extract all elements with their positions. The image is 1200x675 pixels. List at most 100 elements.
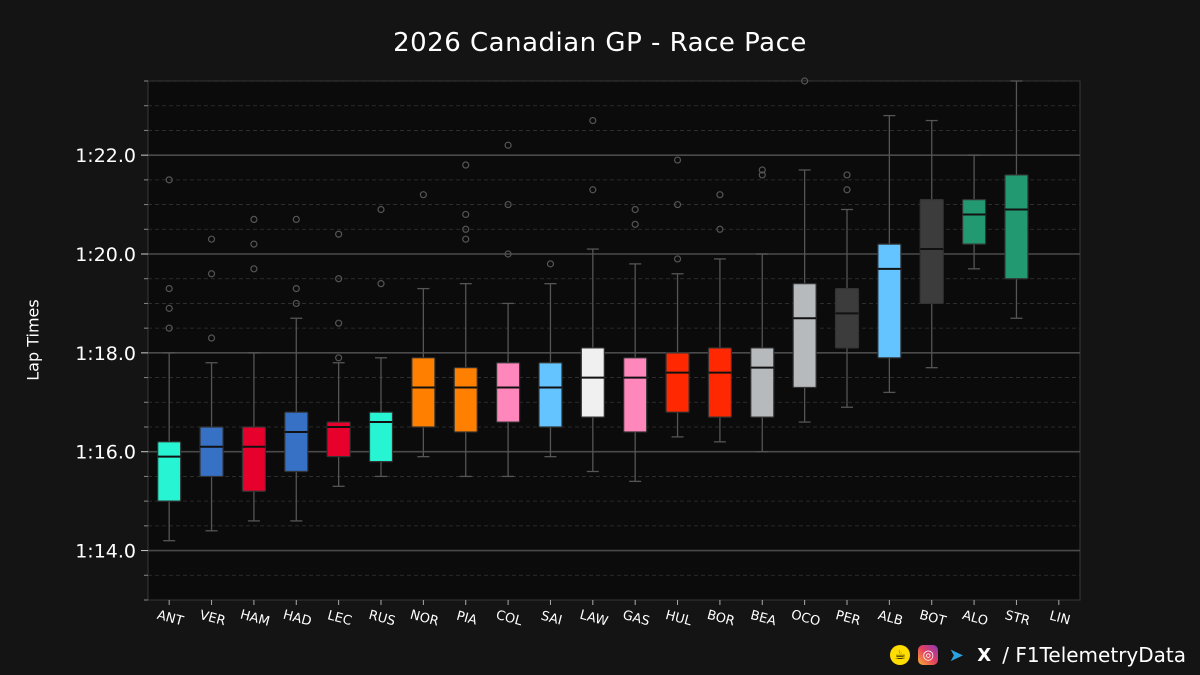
outlier-point: [250, 215, 258, 223]
outlier-point: [843, 171, 851, 179]
x-tick-label: SAI: [539, 609, 563, 629]
iqr-box: [1004, 174, 1029, 280]
footer: ☕ ◎ ➤ X / F1TelemetryData: [890, 643, 1186, 667]
telegram-icon[interactable]: ➤: [948, 644, 964, 666]
box-ham: [241, 215, 267, 522]
outlier-point: [673, 156, 682, 164]
x-tick-label: ALO: [961, 608, 990, 629]
box-str: [1004, 80, 1029, 319]
iqr-box: [284, 411, 309, 473]
outlier-point: [504, 200, 512, 209]
outlier-point: [504, 141, 512, 149]
outlier-point: [207, 334, 216, 342]
buymeacoffee-icon[interactable]: ☕: [890, 645, 911, 665]
footer-handle[interactable]: / F1TelemetryData: [1002, 643, 1186, 667]
x-tick-label: ALB: [876, 608, 904, 629]
box-gas: [623, 205, 648, 483]
outlier-point: [631, 205, 639, 214]
outlier-point: [673, 255, 682, 263]
x-tick-label: LEC: [326, 608, 354, 629]
box-per: [834, 171, 860, 408]
outlier-point: [462, 235, 470, 243]
outlier-point: [377, 280, 385, 288]
iqr-box: [623, 357, 648, 433]
iqr-box: [411, 357, 436, 428]
outlier-point: [165, 285, 173, 293]
iqr-box: [665, 352, 690, 413]
box-bor: [707, 191, 733, 443]
y-tick-label: 1:16.0: [75, 442, 136, 464]
x-tick-label: LAW: [578, 608, 610, 630]
outlier-point: [546, 260, 555, 268]
iqr-box: [792, 283, 817, 389]
iqr-box: [495, 362, 521, 423]
iqr-box: [326, 421, 351, 458]
plot-area: [147, 80, 1081, 601]
box-pia: [453, 161, 478, 478]
x-tick-label: COL: [494, 608, 524, 630]
chart-title: 2026 Canadian GP - Race Pace: [393, 28, 807, 58]
x-icon[interactable]: X: [977, 644, 992, 666]
y-tick-label: 1:20.0: [75, 244, 136, 266]
box-lec: [326, 230, 351, 487]
outlier-point: [377, 205, 385, 214]
instagram-icon[interactable]: ◎: [918, 645, 939, 665]
outlier-point: [462, 225, 470, 233]
iqr-box: [919, 199, 944, 305]
outlier-point: [292, 215, 300, 223]
outlier-point: [335, 230, 343, 238]
iqr-box: [538, 362, 563, 428]
box-sai: [538, 260, 563, 458]
x-tick-label: ANT: [155, 608, 185, 629]
outlier-point: [292, 299, 300, 308]
outlier-point: [335, 275, 343, 283]
x-tick-label: RUS: [367, 608, 397, 629]
iqr-box: [241, 426, 267, 492]
outlier-point: [673, 200, 682, 209]
outlier-point: [843, 186, 851, 194]
y-tick-label: 1:18.0: [75, 343, 136, 365]
outlier-point: [292, 285, 300, 293]
y-tick-label: 1:14.0: [75, 541, 136, 563]
box-ver: [199, 235, 224, 532]
box-rus: [368, 205, 394, 478]
outlier-point: [207, 235, 216, 243]
iqr-box: [368, 411, 394, 463]
x-tick-label: HAD: [281, 608, 313, 630]
x-tick-label: BOR: [705, 608, 736, 630]
iqr-box: [199, 426, 224, 478]
outlier-point: [801, 77, 809, 85]
box-col: [495, 141, 521, 478]
x-tick-label: PER: [834, 608, 862, 629]
outlier-point: [589, 186, 597, 194]
outlier-point: [419, 191, 427, 199]
iqr-box: [877, 243, 902, 359]
outlier-point: [462, 161, 470, 169]
box-had: [284, 215, 309, 522]
outlier-point: [165, 304, 173, 312]
outlier-point: [758, 171, 766, 179]
iqr-box: [834, 288, 860, 349]
box-hul: [665, 156, 690, 438]
x-tick-label: HAM: [238, 608, 271, 630]
outlier-point: [207, 270, 216, 278]
outlier-point: [631, 220, 639, 228]
outlier-point: [250, 265, 258, 273]
outlier-point: [716, 191, 724, 199]
outlier-point: [165, 324, 173, 332]
outlier-point: [462, 210, 470, 219]
outlier-point: [589, 116, 597, 125]
x-tick-label: BOT: [918, 608, 948, 629]
x-tick-label: LIN: [1048, 609, 1072, 629]
x-tick-label: HUL: [664, 608, 694, 630]
box-alo: [961, 154, 987, 270]
iqr-box: [157, 441, 182, 502]
outlier-point: [165, 176, 173, 184]
y-tick-label: 1:22.0: [75, 145, 136, 167]
box-bea: [750, 166, 775, 453]
outlier-point: [250, 240, 258, 248]
iqr-box: [580, 347, 605, 418]
box-bot: [919, 119, 944, 369]
x-tick-label: BEA: [749, 608, 778, 629]
